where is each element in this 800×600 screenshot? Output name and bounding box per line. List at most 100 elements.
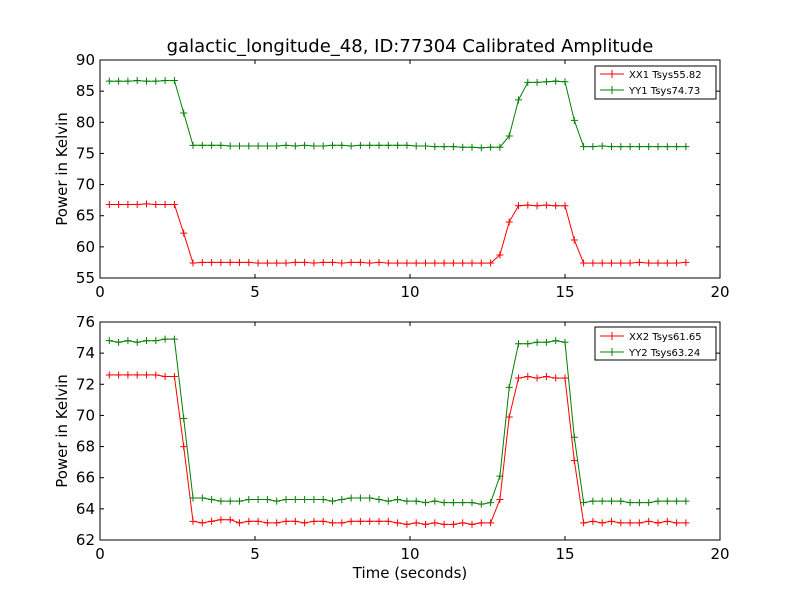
- data-point: [161, 77, 169, 85]
- data-point: [431, 259, 439, 267]
- data-point: [226, 497, 234, 505]
- data-point: [384, 259, 392, 267]
- data-point: [208, 141, 216, 149]
- data-point: [236, 142, 243, 150]
- data-point: [580, 499, 588, 507]
- data-point: [273, 497, 281, 505]
- data-point: [189, 259, 197, 267]
- data-point: [124, 337, 132, 345]
- y-tick-label: 62: [76, 531, 95, 549]
- data-point: [635, 258, 643, 266]
- data-point: [375, 496, 383, 504]
- data-point: [366, 494, 374, 502]
- data-point: [682, 519, 690, 527]
- data-point: [273, 259, 281, 267]
- y-tick-label: 66: [76, 469, 95, 487]
- data-point: [487, 519, 495, 527]
- data-point: [291, 258, 299, 266]
- data-point: [375, 517, 383, 525]
- data-point: [673, 519, 681, 527]
- x-tick-label: 0: [95, 283, 105, 301]
- plot-area: 0 5 10 15 20 55 60 65 70 75 80 85 90: [76, 51, 730, 301]
- data-point: [626, 143, 634, 151]
- x-axis-label: Time (seconds): [352, 564, 468, 582]
- data-point: [608, 143, 615, 151]
- data-point: [682, 143, 690, 151]
- data-point: [319, 142, 327, 150]
- data-point: [356, 494, 364, 502]
- data-point: [394, 259, 402, 267]
- data-point: [654, 259, 662, 267]
- data-point: [366, 141, 374, 149]
- data-point: [468, 259, 476, 267]
- x-tick-label: 5: [250, 283, 260, 301]
- data-point: [496, 143, 504, 151]
- data-point: [477, 519, 485, 527]
- data-point: [310, 259, 318, 267]
- data-point: [133, 338, 141, 346]
- data-point: [412, 497, 420, 505]
- data-point: [384, 517, 392, 525]
- data-point: [412, 259, 420, 267]
- data-point: [645, 517, 653, 525]
- data-point: [663, 259, 671, 267]
- y-axis-label: Power in Kelvin: [53, 112, 71, 226]
- data-point: [170, 335, 178, 343]
- data-point: [663, 517, 671, 525]
- data-point: [449, 143, 457, 151]
- data-point: [645, 143, 653, 151]
- data-point: [105, 371, 113, 379]
- data-point: [459, 499, 467, 507]
- data-point: [598, 259, 606, 267]
- data-point: [329, 497, 336, 505]
- data-point: [226, 516, 234, 524]
- data-point: [542, 78, 550, 86]
- data-point: [449, 259, 457, 267]
- data-point: [496, 251, 504, 259]
- data-point: [487, 143, 495, 151]
- data-point: [319, 258, 327, 266]
- data-point: [319, 517, 327, 525]
- y-tick-label: 80: [76, 113, 95, 131]
- data-point: [542, 338, 550, 346]
- x-tick-label: 15: [555, 545, 574, 563]
- data-point: [570, 433, 578, 441]
- data-point: [338, 519, 346, 527]
- data-point: [477, 144, 485, 152]
- plot-area: 0 5 10 15 20 62 64 66 68 70 72 74 76: [76, 313, 730, 563]
- data-point: [198, 258, 206, 266]
- data-point: [552, 77, 560, 85]
- data-point: [542, 373, 550, 380]
- data-point: [282, 259, 290, 267]
- data-point: [654, 519, 662, 527]
- data-point: [505, 132, 513, 140]
- data-point: [673, 259, 681, 267]
- x-tick-label: 10: [400, 545, 419, 563]
- data-point: [580, 519, 588, 527]
- data-point: [143, 77, 150, 85]
- data-point: [449, 520, 457, 528]
- data-point: [384, 497, 392, 505]
- data-point: [570, 236, 578, 244]
- data-point: [217, 516, 225, 524]
- data-point: [617, 519, 625, 527]
- data-point: [208, 496, 216, 504]
- data-point: [217, 141, 225, 149]
- data-point: [366, 517, 374, 525]
- data-point: [561, 338, 569, 346]
- data-point: [608, 517, 615, 525]
- data-point: [654, 497, 662, 505]
- data-point: [524, 78, 532, 86]
- data-point: [301, 519, 309, 527]
- data-point: [440, 143, 448, 151]
- data-point: [598, 497, 606, 505]
- data-point: [356, 517, 364, 525]
- top-chart: galactic_longitude_48, ID:77304 Calibrat…: [53, 36, 730, 301]
- data-point: [133, 371, 141, 379]
- data-point: [663, 497, 671, 505]
- data-point: [515, 340, 522, 348]
- data-point: [589, 259, 597, 267]
- y-tick-label: 55: [76, 269, 95, 287]
- data-point: [542, 201, 550, 209]
